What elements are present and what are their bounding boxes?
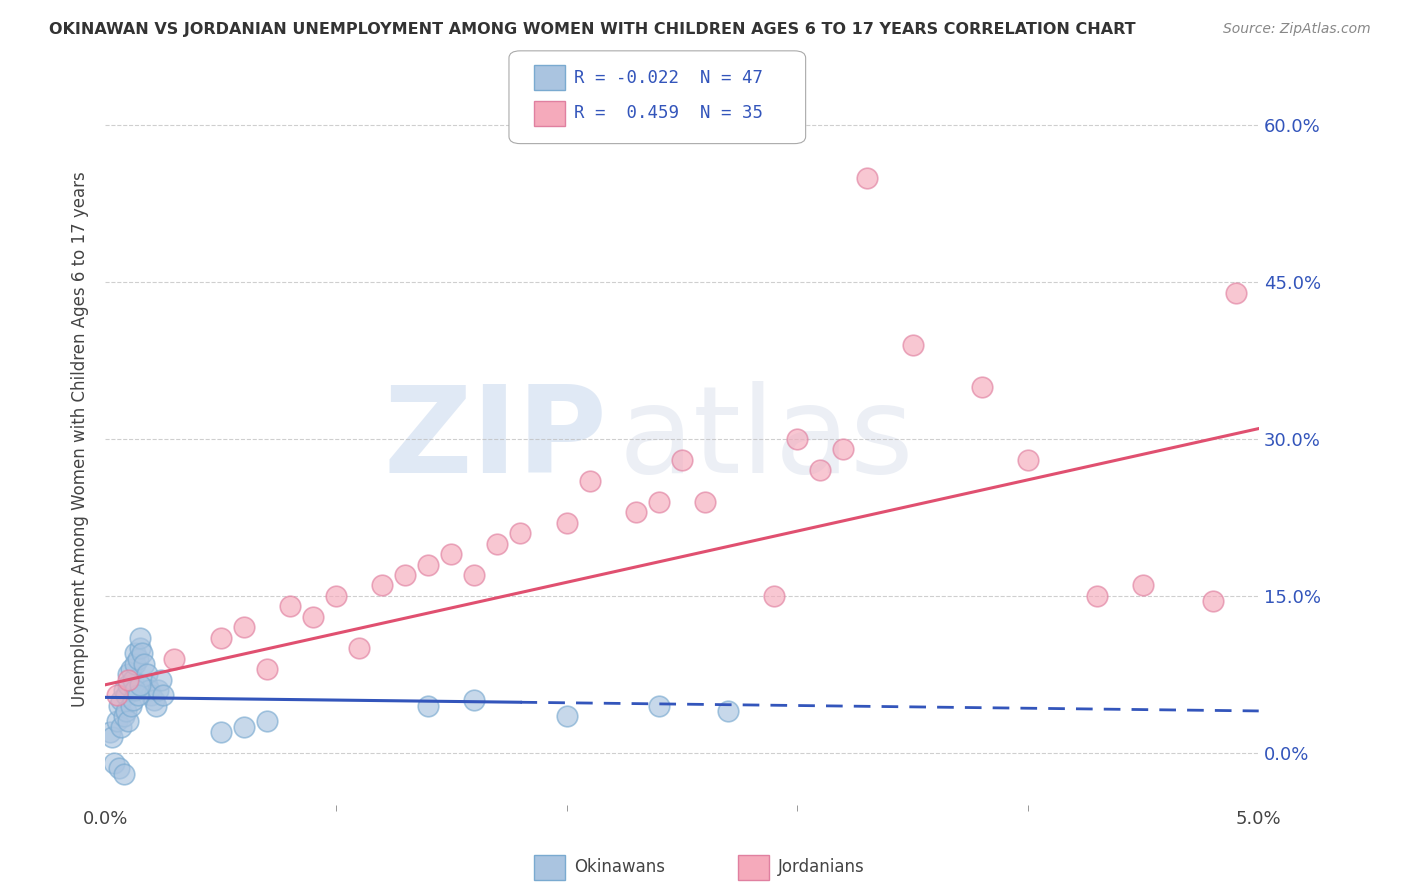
Point xyxy=(128,631,150,645)
Point xyxy=(101,730,124,744)
Point xyxy=(117,714,139,729)
Text: Jordanians: Jordanians xyxy=(778,858,865,876)
Point xyxy=(117,673,139,687)
Point xyxy=(418,558,440,572)
Point xyxy=(278,599,301,614)
Point xyxy=(1201,594,1223,608)
Point xyxy=(624,505,647,519)
Point xyxy=(127,688,149,702)
Point xyxy=(124,657,146,671)
Point xyxy=(555,709,578,723)
Point xyxy=(786,432,808,446)
Point xyxy=(138,683,160,698)
Point xyxy=(648,698,671,713)
Text: atlas: atlas xyxy=(619,381,914,498)
Point xyxy=(98,724,121,739)
Point xyxy=(440,547,463,561)
Point xyxy=(1132,578,1154,592)
Point xyxy=(209,631,232,645)
Text: ZIP: ZIP xyxy=(384,381,607,498)
Point xyxy=(124,683,146,698)
Point xyxy=(135,667,157,681)
Text: OKINAWAN VS JORDANIAN UNEMPLOYMENT AMONG WOMEN WITH CHILDREN AGES 6 TO 17 YEARS : OKINAWAN VS JORDANIAN UNEMPLOYMENT AMONG… xyxy=(49,22,1136,37)
Point xyxy=(648,495,671,509)
Point xyxy=(108,762,131,776)
Point xyxy=(347,641,370,656)
Point xyxy=(131,647,153,661)
Point xyxy=(855,170,877,185)
Point xyxy=(463,568,485,582)
Point xyxy=(901,338,924,352)
Text: R =  0.459  N = 35: R = 0.459 N = 35 xyxy=(574,104,762,122)
Point xyxy=(1085,589,1108,603)
Point xyxy=(128,678,150,692)
Point xyxy=(486,536,509,550)
Point xyxy=(148,683,170,698)
Point xyxy=(1017,453,1039,467)
Point xyxy=(112,709,135,723)
Point xyxy=(105,688,128,702)
Point xyxy=(145,698,167,713)
Point xyxy=(105,714,128,729)
Point xyxy=(302,610,325,624)
Point xyxy=(256,662,278,676)
Point xyxy=(394,568,416,582)
Point xyxy=(808,463,831,477)
Point xyxy=(120,662,142,676)
Point xyxy=(112,683,135,698)
Point xyxy=(578,474,600,488)
Point xyxy=(693,495,716,509)
Point xyxy=(1225,285,1247,300)
Point xyxy=(127,651,149,665)
Point xyxy=(122,693,145,707)
Point xyxy=(117,678,139,692)
Point xyxy=(122,673,145,687)
Point xyxy=(717,704,740,718)
Point xyxy=(509,526,531,541)
Point xyxy=(112,766,135,780)
Point xyxy=(763,589,786,603)
Point xyxy=(152,688,174,702)
Point xyxy=(555,516,578,530)
Point xyxy=(124,647,146,661)
Point xyxy=(232,720,254,734)
Point xyxy=(108,698,131,713)
Point xyxy=(135,678,157,692)
Point xyxy=(149,673,172,687)
Point xyxy=(209,724,232,739)
Point xyxy=(418,698,440,713)
Point xyxy=(115,688,138,702)
Point xyxy=(163,651,186,665)
Text: Okinawans: Okinawans xyxy=(574,858,665,876)
Point xyxy=(117,667,139,681)
Text: Source: ZipAtlas.com: Source: ZipAtlas.com xyxy=(1223,22,1371,37)
Point xyxy=(128,641,150,656)
Point xyxy=(371,578,394,592)
Point xyxy=(110,720,132,734)
Point xyxy=(325,589,347,603)
Point xyxy=(141,688,163,702)
Point xyxy=(671,453,693,467)
Point xyxy=(463,693,485,707)
Point xyxy=(832,442,855,457)
Point xyxy=(110,693,132,707)
Point xyxy=(103,756,125,771)
Y-axis label: Unemployment Among Women with Children Ages 6 to 17 years: Unemployment Among Women with Children A… xyxy=(72,171,89,706)
Point xyxy=(142,693,165,707)
Text: R = -0.022  N = 47: R = -0.022 N = 47 xyxy=(574,69,762,87)
Point xyxy=(256,714,278,729)
Point xyxy=(970,380,993,394)
Point xyxy=(134,657,156,671)
Point xyxy=(115,704,138,718)
Point xyxy=(120,698,142,713)
Point xyxy=(232,620,254,634)
